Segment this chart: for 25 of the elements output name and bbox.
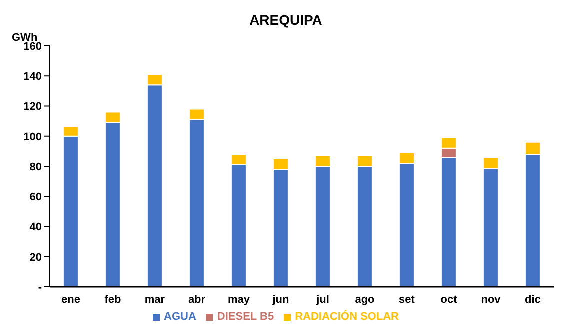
y-tick-label: 20 bbox=[30, 252, 42, 264]
legend-label: AGUA bbox=[164, 311, 196, 323]
x-tick-label: jul bbox=[316, 294, 330, 306]
y-tick-label: 40 bbox=[30, 222, 42, 234]
y-tick-label: 160 bbox=[24, 40, 42, 53]
y-tick-label: 80 bbox=[30, 161, 42, 174]
x-tick-label: ago bbox=[355, 294, 376, 306]
x-tick-label: mar bbox=[144, 294, 166, 306]
x-tick-label: feb bbox=[104, 294, 122, 306]
legend-label: RADIACIÓN SOLAR bbox=[295, 311, 399, 323]
x-tick-label: abr bbox=[188, 294, 206, 306]
y-tick-label: 60 bbox=[30, 192, 42, 204]
x-tick-label: set bbox=[399, 294, 416, 306]
x-tick-label: ene bbox=[62, 294, 80, 306]
y-tick-label: 100 bbox=[24, 131, 42, 144]
y-tick-label: 120 bbox=[24, 101, 42, 114]
y-tick-label: 140 bbox=[24, 71, 42, 84]
legend-label: DIESEL B5 bbox=[217, 311, 274, 323]
x-tick-label: jun bbox=[272, 294, 290, 306]
x-tick-label: nov bbox=[481, 294, 502, 306]
x-tick-label: may bbox=[228, 294, 251, 306]
y-tick-label: - bbox=[38, 282, 42, 294]
x-tick-label: dic bbox=[525, 294, 541, 306]
x-tick-label: oct bbox=[440, 294, 458, 306]
chart-title: AREQUIPA bbox=[248, 12, 324, 28]
